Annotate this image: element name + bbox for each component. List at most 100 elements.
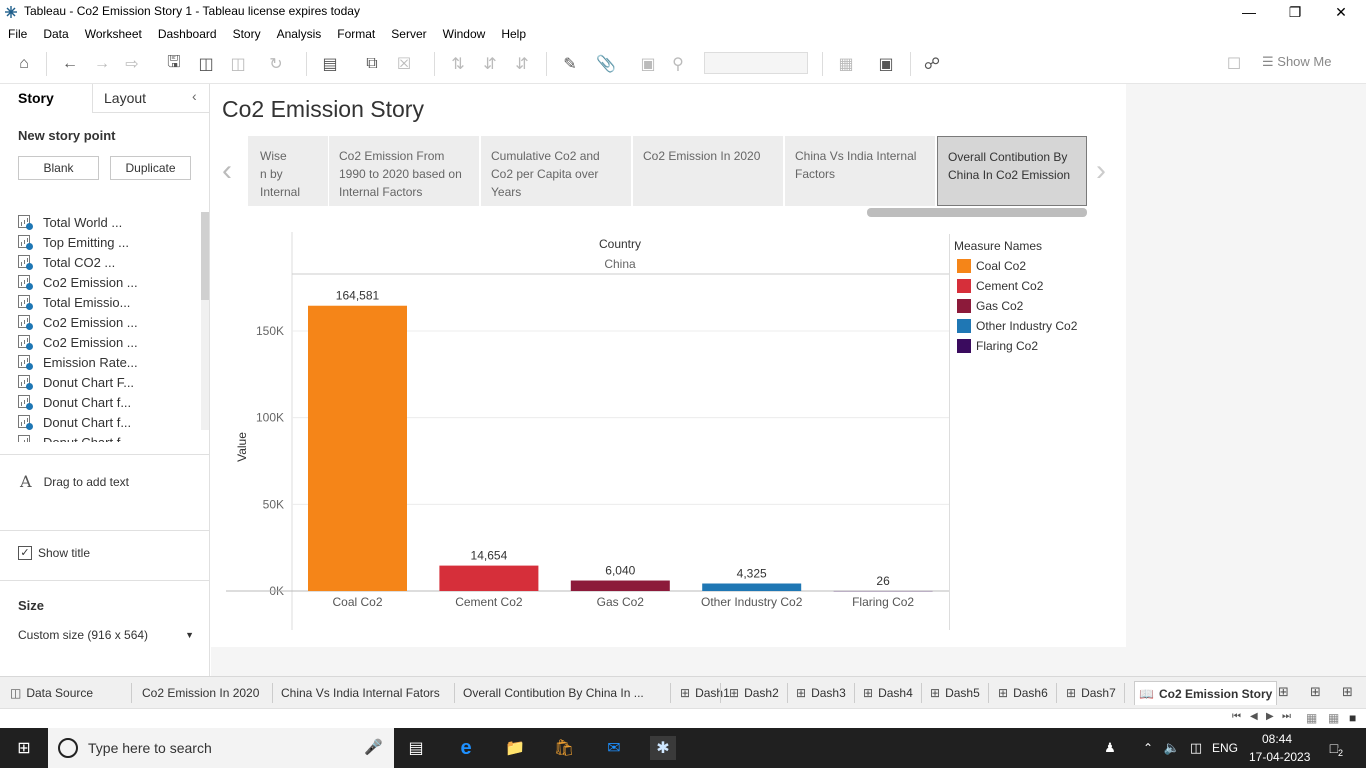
next-story-point-icon[interactable]: › <box>1096 154 1106 187</box>
menu-file[interactable]: File <box>8 27 28 41</box>
store-icon[interactable]: 🛍 <box>553 740 575 757</box>
sheet-list-item[interactable]: Donut Chart f... <box>0 392 200 412</box>
clear-icon[interactable]: ☒ <box>396 56 412 73</box>
clock-time[interactable]: 08:44 <box>1262 732 1293 746</box>
save-icon[interactable]: 🖫 <box>167 53 181 71</box>
new-story-tab-icon[interactable]: ⊞ <box>1342 684 1353 699</box>
story-point-scrollbar[interactable] <box>867 208 1087 217</box>
sheet-list-item[interactable]: Co2 Emission ... <box>0 312 200 332</box>
collapse-panel-icon[interactable]: ‹ <box>192 88 197 104</box>
size-dropdown[interactable]: Custom size (916 x 564) ▼ <box>18 628 194 646</box>
menu-server[interactable]: Server <box>391 27 427 41</box>
pause-updates-icon[interactable]: ◫ <box>230 56 246 73</box>
sheet-list-item[interactable]: Total World ... <box>0 212 200 232</box>
redo-icon[interactable]: → <box>94 55 110 72</box>
sort-ascending-icon[interactable]: ⇵ <box>483 56 497 73</box>
menu-data[interactable]: Data <box>43 27 69 41</box>
menu-help[interactable]: Help <box>501 27 526 41</box>
menu-story[interactable]: Story <box>232 27 261 41</box>
microphone-icon[interactable]: 🎤 <box>364 739 383 756</box>
sheet-tab[interactable]: ⊞ Dash6 <box>998 681 1048 705</box>
windows-start-icon[interactable]: ⊞ <box>17 740 31 757</box>
tabs-view-icon[interactable]: ■ <box>1349 711 1357 725</box>
legend-item[interactable]: Cement Co2 <box>957 279 1043 293</box>
format-painter-icon[interactable]: ☐ <box>1226 56 1242 73</box>
people-icon[interactable]: ♟ <box>1104 740 1116 755</box>
replay-icon[interactable]: ⇨ <box>125 56 139 73</box>
sheet-list-item[interactable]: Total CO2 ... <box>0 252 200 272</box>
minimize-button[interactable]: — <box>1226 0 1272 24</box>
sheet-list-item[interactable]: Co2 Emission ... <box>0 332 200 352</box>
story-point-caption[interactable]: Wise n by Internal <box>248 136 328 206</box>
sheet-list-item[interactable]: Emission Rate... <box>0 352 200 372</box>
task-view-icon[interactable]: ▤ <box>408 740 424 757</box>
sheet-list-item[interactable]: Co2 Emission ... <box>0 272 200 292</box>
new-dashboard-tab-icon[interactable]: ⊞ <box>1310 684 1321 699</box>
highlight-icon[interactable]: ✎ <box>563 56 577 73</box>
legend-item[interactable]: Other Industry Co2 <box>957 319 1077 333</box>
data-source-tab[interactable]: ◫ Data Source <box>10 681 93 705</box>
sheet-list-item[interactable]: Donut Chart f... <box>0 432 200 442</box>
sheet-list-item[interactable]: Donut Chart F... <box>0 372 200 392</box>
taskbar-search[interactable]: Type here to search 🎤 <box>48 728 394 768</box>
next-page-icon[interactable]: ▶ <box>1266 711 1274 722</box>
mail-icon[interactable]: ✉ <box>607 740 621 757</box>
volume-icon[interactable]: 🔈 <box>1163 740 1181 755</box>
story-point-caption[interactable]: Overall Contibution By China In Co2 Emis… <box>937 136 1087 206</box>
show-me-button[interactable]: ☰ Show Me <box>1262 54 1331 70</box>
show-title-checkbox[interactable]: ✓ <box>18 546 32 560</box>
previous-story-point-icon[interactable]: ‹ <box>222 154 232 187</box>
blank-button[interactable]: Blank <box>18 156 99 180</box>
prev-page-icon[interactable]: ◀ <box>1250 711 1258 722</box>
sheet-tab[interactable]: ⊞ Dash2 <box>729 681 779 705</box>
sheet-tab[interactable]: ⊞ Dash1 <box>680 681 730 705</box>
duplicate-button[interactable]: Duplicate <box>110 156 191 180</box>
legend-item[interactable]: Flaring Co2 <box>957 339 1038 353</box>
undo-icon[interactable]: ← <box>62 55 78 72</box>
grid-view-icon[interactable]: ▦ <box>1306 711 1318 725</box>
tray-chevron-icon[interactable]: ⌃ <box>1142 741 1154 755</box>
sheet-list-scroll-thumb[interactable] <box>201 212 209 300</box>
labels-icon[interactable]: ▣ <box>640 56 656 73</box>
drag-to-add-text[interactable]: A Drag to add text <box>20 472 129 491</box>
refresh-icon[interactable]: ↻ <box>269 56 283 73</box>
sheet-tab[interactable]: ⊞ Dash7 <box>1066 681 1116 705</box>
close-button[interactable]: ✕ <box>1318 0 1364 24</box>
sheet-tab[interactable]: China Vs India Internal Fators <box>281 681 440 705</box>
duplicate-icon[interactable]: ⧉ <box>366 55 378 72</box>
tableau-taskbar-icon[interactable]: ✱ <box>650 736 676 760</box>
home-icon[interactable]: ⌂ <box>19 55 29 72</box>
tab-layout[interactable]: Layout <box>104 90 147 106</box>
tab-story[interactable]: Story <box>18 90 54 106</box>
sheet-tab[interactable]: Co2 Emission In 2020 <box>142 681 259 705</box>
new-worksheet-tab-icon[interactable]: ⊞ <box>1278 684 1289 699</box>
menu-format[interactable]: Format <box>337 27 376 41</box>
story-point-caption[interactable]: Co2 Emission From 1990 to 2020 based on … <box>329 136 479 206</box>
first-page-icon[interactable]: ⏮ <box>1232 711 1241 722</box>
menu-dashboard[interactable]: Dashboard <box>157 27 217 41</box>
sheet-tab[interactable]: 📖 Co2 Emission Story <box>1134 681 1278 705</box>
group-icon[interactable]: 📎 <box>596 56 616 73</box>
restore-button[interactable]: ❐ <box>1272 0 1318 24</box>
filmstrip-view-icon[interactable]: ▦ <box>1328 711 1340 725</box>
story-point-caption[interactable]: Cumulative Co2 and Co2 per Capita over Y… <box>481 136 631 206</box>
sort-descending-icon[interactable]: ⇵ <box>515 56 529 73</box>
sheet-list-item[interactable]: Donut Chart f... <box>0 412 200 432</box>
last-page-icon[interactable]: ⏭ <box>1282 711 1291 722</box>
network-icon[interactable]: ◫ <box>1189 740 1203 755</box>
sheet-list-item[interactable]: Top Emitting ... <box>0 232 200 252</box>
sheet-tab[interactable]: Overall Contibution By China In ... <box>463 681 644 705</box>
legend-item[interactable]: Coal Co2 <box>957 259 1026 273</box>
sheet-tab[interactable]: ⊞ Dash3 <box>796 681 846 705</box>
fit-icon[interactable]: ▦ <box>838 56 854 73</box>
new-data-source-icon[interactable]: ◫ <box>198 56 214 73</box>
show-title-toggle[interactable]: ✓ Show title <box>18 546 90 560</box>
menu-window[interactable]: Window <box>442 27 486 41</box>
menu-worksheet[interactable]: Worksheet <box>84 27 142 41</box>
language-indicator[interactable]: ENG <box>1212 741 1239 755</box>
presentation-icon[interactable]: ▣ <box>878 56 894 73</box>
clock-date[interactable]: 17-04-2023 <box>1249 750 1311 764</box>
legend-item[interactable]: Gas Co2 <box>957 299 1023 313</box>
story-point-caption[interactable]: Co2 Emission In 2020 <box>633 136 783 206</box>
sheet-tab[interactable]: ⊞ Dash5 <box>930 681 980 705</box>
